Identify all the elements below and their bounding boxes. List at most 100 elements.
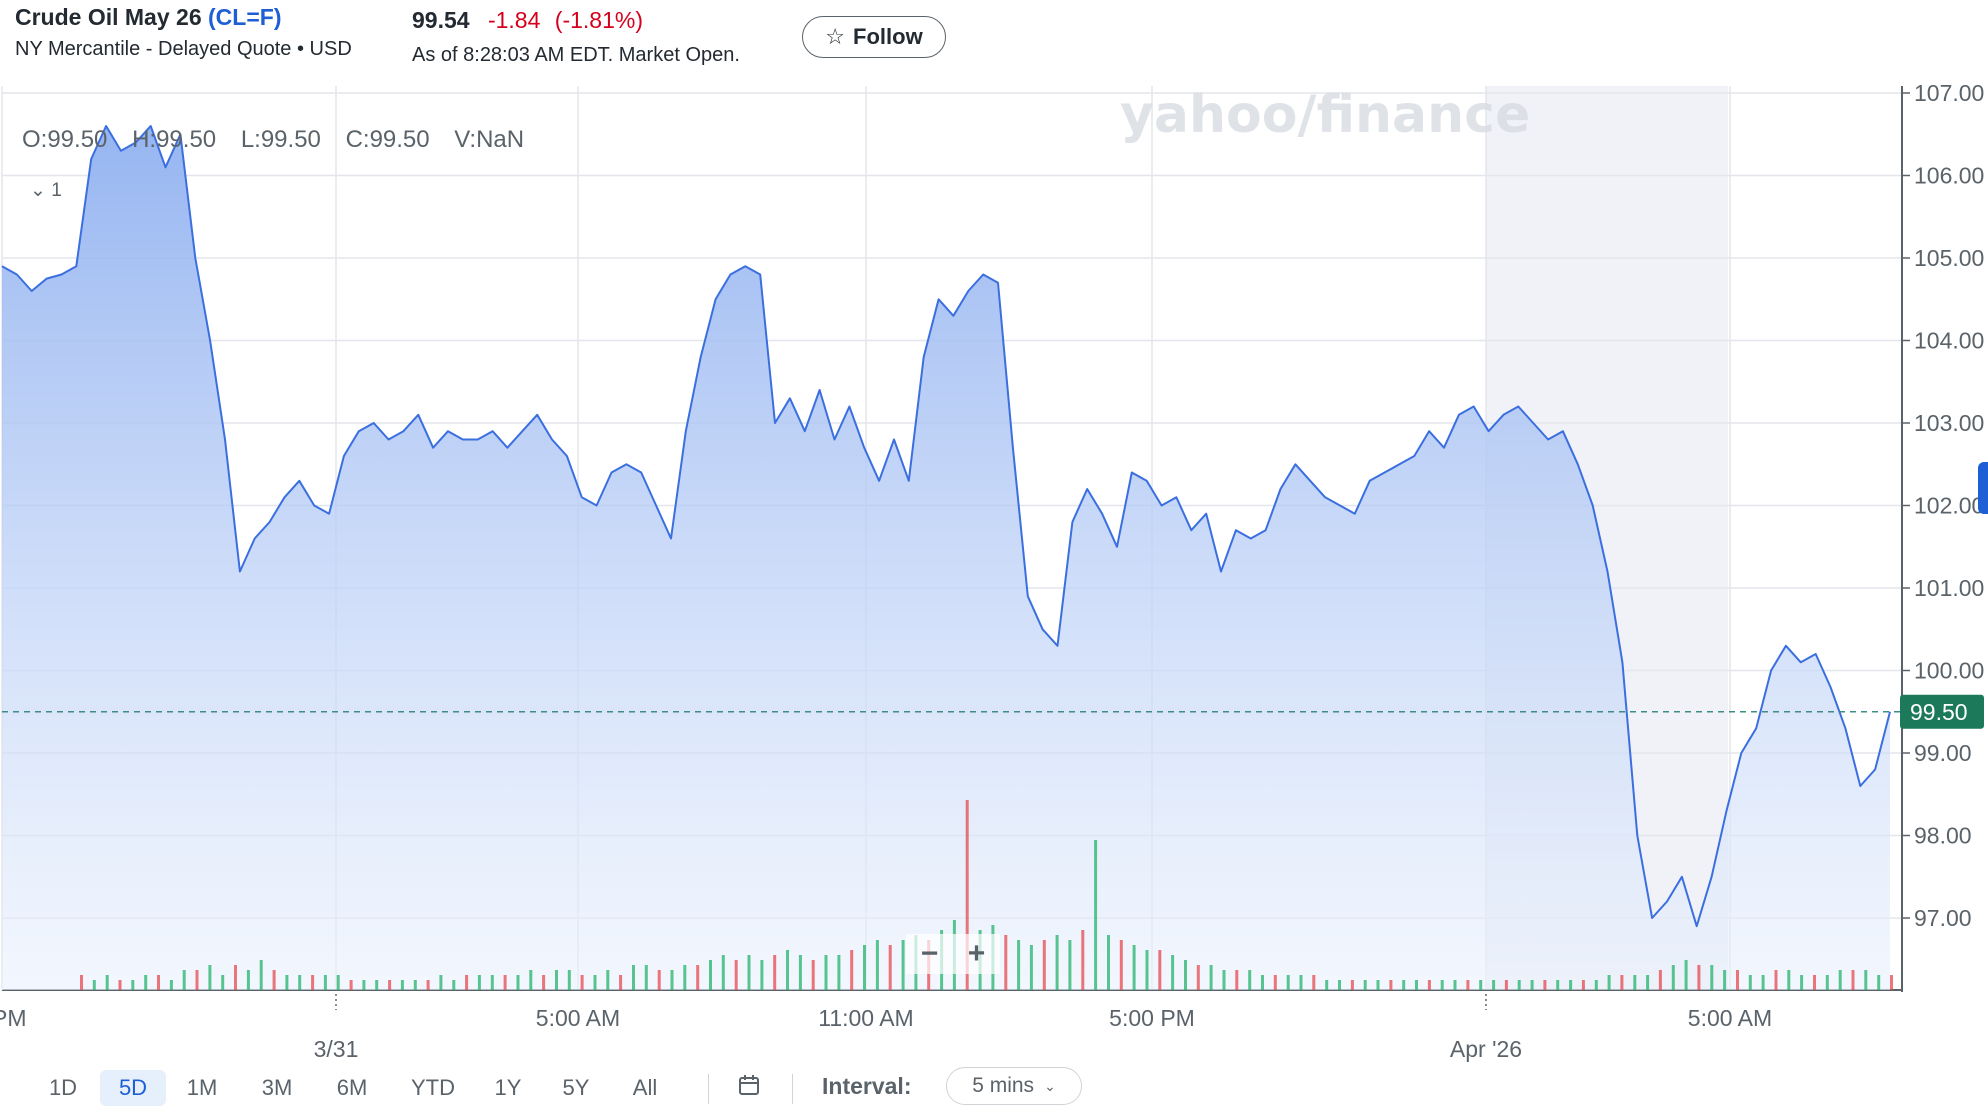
volume-bar (1222, 970, 1226, 990)
interval-value: 5 mins (972, 1074, 1035, 1097)
volume-bar (1594, 980, 1598, 990)
follow-button[interactable]: ☆ Follow (802, 16, 946, 58)
volume-bar (734, 960, 738, 990)
price-chart[interactable]: 107.00 106.00 105.00 104.00 103.00 102.00 101.… (0, 80, 1988, 1070)
y-tick-label: 99.00 (1914, 740, 1972, 766)
y-tick-label: 100.00 (1914, 658, 1984, 684)
volume-bar (1517, 980, 1521, 990)
x-date-label: Apr '26 (1450, 1036, 1522, 1062)
volume-bar (1068, 940, 1072, 990)
y-tick-label: 102.00 (1914, 493, 1984, 519)
volume-bar (1338, 980, 1341, 990)
range-tab-ytd[interactable]: YTD (411, 1075, 455, 1100)
exchange-subtitle: NY Mercantile - Delayed Quote • USD (15, 38, 352, 60)
range-tab-5y[interactable]: 5Y (562, 1075, 590, 1100)
volume-bar (1402, 980, 1406, 990)
volume-bar (1029, 945, 1033, 990)
volume-bar (1646, 975, 1650, 990)
x-time-label: 5:00 AM (1688, 1005, 1772, 1031)
volume-bar (1248, 970, 1252, 990)
study-count: 1 (51, 180, 62, 201)
volume-bar (1389, 980, 1393, 990)
volume-bar (1581, 980, 1585, 990)
volume-bar (516, 975, 520, 990)
volume-bar (1697, 965, 1701, 990)
side-panel-toggle[interactable] (1978, 462, 1988, 514)
volume-bar (349, 980, 353, 990)
volume-bar (657, 970, 661, 990)
volume-bar (1119, 940, 1123, 990)
ticker-symbol[interactable]: (CL=F) (208, 4, 282, 30)
range-tab-3m[interactable]: 3M (261, 1075, 293, 1100)
volume-bar (567, 970, 571, 990)
volume-bar (593, 975, 597, 990)
as-of-timestamp: As of 8:28:03 AM EDT. Market Open. (412, 44, 740, 66)
volume-bar (1736, 970, 1739, 990)
range-tab-all[interactable]: All (632, 1075, 658, 1100)
y-tick-label: 107.00 (1914, 80, 1984, 106)
volume-bar (298, 975, 302, 990)
volume-bar (336, 975, 340, 990)
volume-bar (1325, 980, 1329, 990)
volume-bar (1633, 975, 1637, 990)
volume-bar (1350, 980, 1354, 990)
current-price-badge-label: 99.50 (1910, 699, 1968, 725)
volume-bar (1415, 980, 1418, 990)
volume-bar (80, 975, 83, 990)
ohlc-high: H:99.50 (132, 126, 217, 153)
x-date-label: 3/31 (314, 1036, 359, 1062)
price-change-pct: (-1.81%) (554, 7, 643, 33)
current-price: 99.54 (412, 7, 470, 33)
volume-bar (1440, 980, 1444, 990)
volume-bar (375, 980, 379, 990)
price-line[interactable] (1, 125, 1891, 928)
volume-bar (234, 965, 237, 990)
instrument-name: Crude Oil May 26 (15, 4, 202, 30)
volume-bar (1196, 965, 1200, 990)
study-collapse-toggle[interactable]: ⌄ 1 (30, 179, 62, 202)
price-area-fill (2, 126, 1890, 990)
volume-bar (1466, 980, 1470, 990)
interval-select[interactable]: 5 mins ⌄ (946, 1067, 1082, 1105)
volume-bar (606, 970, 610, 990)
y-tick-label: 105.00 (1914, 245, 1984, 271)
volume-bar (1286, 975, 1290, 990)
volume-bar (92, 980, 96, 990)
volume-bar (144, 975, 148, 990)
y-tick-label: 97.00 (1914, 905, 1972, 931)
chevron-down-icon: ⌄ (1044, 1077, 1056, 1094)
range-tab-1d[interactable]: 1D (48, 1075, 78, 1100)
zoom-out-button[interactable]: − (920, 937, 939, 970)
volume-bar (221, 975, 225, 990)
volume-bar (1890, 975, 1893, 990)
volume-bar (824, 955, 828, 990)
zoom-in-button[interactable]: + (967, 937, 986, 970)
ohlc-readout: O:99.50 H:99.50 L:99.50 C:99.50 V:NaN (22, 126, 542, 154)
y-tick-label: 104.00 (1914, 328, 1984, 354)
volume-bar (452, 980, 456, 990)
current-price-badge (1900, 694, 1984, 729)
volume-bar (1864, 970, 1868, 990)
volume-bar (285, 975, 289, 990)
volume-bar (683, 965, 687, 990)
volume-bar (1723, 970, 1727, 990)
range-tab-1y[interactable]: 1Y (494, 1075, 522, 1100)
volume-bar (1299, 975, 1303, 990)
volume-bar (1838, 970, 1842, 990)
chart-canvas[interactable]: 107.00 106.00 105.00 104.00 103.00 102.00 101.… (0, 80, 1988, 1070)
range-tab-6m[interactable]: 6M (336, 1075, 368, 1100)
ohlc-volume: V:NaN (454, 126, 525, 153)
price-block: 99.54 -1.84 (-1.81%) (412, 7, 643, 34)
range-tab-1m[interactable]: 1M (186, 1075, 218, 1100)
volume-bar (1774, 970, 1778, 990)
volume-bar (1825, 975, 1829, 990)
calendar-icon[interactable] (738, 1074, 760, 1096)
range-toolbar: 1D 5D 1M 3M 6M YTD 1Y 5Y All Interval: 5 mins ⌄ (0, 1062, 1988, 1108)
ohlc-low: L:99.50 (240, 126, 321, 153)
y-tick-label: 101.00 (1914, 575, 1984, 601)
volume-bar (1107, 935, 1110, 990)
price-change: -1.84 (487, 7, 541, 33)
volume-bar (246, 970, 250, 990)
range-tab-5d[interactable]: 5D (100, 1070, 166, 1106)
volume-bar (1620, 975, 1624, 990)
